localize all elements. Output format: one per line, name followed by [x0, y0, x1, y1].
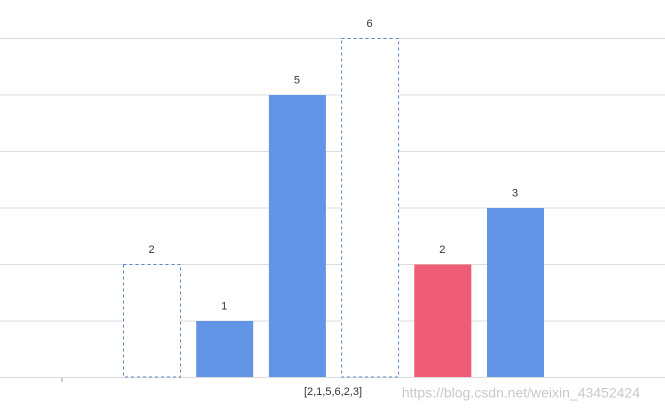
- x-tick-label: [2,1,5,6,2,3]: [304, 386, 362, 398]
- data-label: 2: [439, 244, 445, 256]
- data-label: 3: [512, 187, 518, 199]
- data-label: 1: [221, 300, 227, 312]
- data-label: 2: [148, 244, 154, 256]
- bar: [487, 208, 544, 377]
- bar: [196, 321, 254, 377]
- watermark: https://blog.csdn.net/weixin_43452424: [402, 385, 640, 401]
- bar: [341, 38, 400, 378]
- bar: [268, 95, 326, 377]
- bar: [414, 264, 472, 377]
- bar: [123, 264, 181, 378]
- data-label: 5: [294, 74, 300, 86]
- data-label: 6: [367, 18, 373, 30]
